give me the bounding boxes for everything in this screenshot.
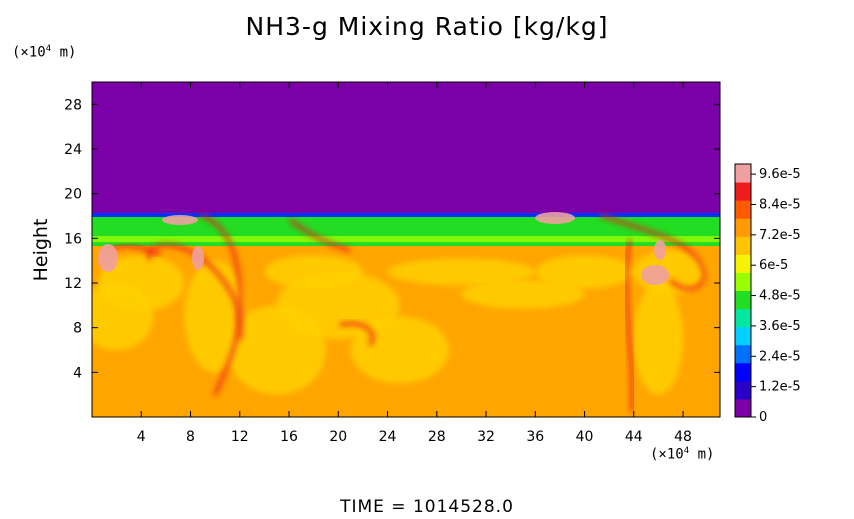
colorbar-swatch bbox=[735, 218, 751, 237]
colorbar-label: 2.4e-5 bbox=[759, 349, 801, 364]
field-blob bbox=[92, 283, 154, 350]
x-tick-label: 32 bbox=[477, 429, 495, 445]
colorbar-label: 0 bbox=[759, 410, 767, 425]
chart-title: NH3-g Mixing Ratio [kg/kg] bbox=[245, 12, 609, 41]
field-blob bbox=[264, 255, 363, 289]
colorbar-label: 8.4e-5 bbox=[759, 197, 801, 212]
field-plume bbox=[199, 213, 243, 341]
colorbar-label: 1.2e-5 bbox=[759, 380, 801, 395]
colorbar-swatch bbox=[735, 326, 751, 346]
y-tick-label: 12 bbox=[64, 276, 82, 292]
interface-line bbox=[92, 213, 720, 217]
x-tick-label: 28 bbox=[428, 429, 446, 445]
field-blob bbox=[276, 271, 400, 339]
colorbar-swatch bbox=[735, 254, 751, 273]
colorbar-swatch bbox=[735, 182, 751, 201]
field-peak bbox=[654, 240, 666, 260]
x-tick-label: 4 bbox=[137, 429, 146, 445]
colorbar-swatch bbox=[735, 272, 751, 291]
field-peak bbox=[641, 265, 669, 285]
x-axis: 4 8 12 16 20 24 28 32 36 40 44 48 bbox=[137, 82, 692, 445]
colorbar-swatch bbox=[735, 398, 751, 418]
x-tick-label: 8 bbox=[186, 429, 195, 445]
colorbar-swatch bbox=[735, 308, 751, 328]
y-tick-label: 20 bbox=[64, 187, 82, 203]
field-blob bbox=[461, 279, 585, 309]
colorbar-swatch bbox=[735, 236, 751, 255]
field-blob bbox=[387, 258, 536, 286]
upper-region bbox=[92, 82, 720, 218]
colorbar-label: 9.6e-5 bbox=[759, 167, 801, 182]
field-plume bbox=[624, 239, 635, 413]
mixing-ratio-field bbox=[92, 82, 720, 417]
y-axis-unit: (×104 m) bbox=[12, 44, 77, 61]
y-tick-label: 8 bbox=[73, 321, 82, 337]
x-tick-label: 12 bbox=[231, 429, 249, 445]
plot-frame bbox=[91, 81, 721, 418]
field-peak bbox=[162, 215, 198, 225]
x-tick-label: 36 bbox=[526, 429, 544, 445]
field-peak bbox=[192, 246, 204, 270]
colorbar-swatch bbox=[735, 344, 751, 364]
x-tick-label: 24 bbox=[379, 429, 397, 445]
colorbar: 0 1.2e-5 2.4e-5 3.6e-5 4.8e-5 6e-5 7.2e-5 8.4e-… bbox=[734, 163, 801, 425]
y-tick-label: 16 bbox=[64, 231, 82, 247]
colorbar-swatch bbox=[735, 380, 751, 400]
field-plume bbox=[146, 243, 241, 396]
x-tick-label: 44 bbox=[625, 429, 643, 445]
y-tick-label: 28 bbox=[64, 97, 82, 113]
field-blob bbox=[350, 316, 450, 384]
y-tick-label: 24 bbox=[64, 142, 82, 158]
field-blob bbox=[535, 255, 634, 289]
colorbar-swatch bbox=[735, 362, 751, 382]
field-plume bbox=[339, 321, 375, 347]
x-axis-unit: (×104 m) bbox=[650, 446, 715, 463]
x-tick-label: 48 bbox=[674, 429, 692, 445]
field-blob bbox=[633, 283, 684, 395]
colorbar-swatch bbox=[735, 200, 751, 219]
colorbar-swatch bbox=[735, 290, 751, 310]
field-peak bbox=[535, 212, 575, 224]
y-axis: 4 8 12 16 20 24 28 bbox=[64, 97, 720, 381]
x-tick-label: 16 bbox=[280, 429, 298, 445]
colorbar-label: 6e-5 bbox=[759, 258, 788, 273]
colorbar-label: 3.6e-5 bbox=[759, 319, 801, 334]
colorbar-label: 7.2e-5 bbox=[759, 228, 801, 243]
colorbar-swatch bbox=[735, 164, 751, 183]
colorbar-label: 4.8e-5 bbox=[759, 289, 801, 304]
time-label: TIME = 1014528.0 bbox=[340, 497, 514, 517]
colorbar-frame bbox=[734, 163, 752, 418]
field-plume bbox=[288, 218, 351, 252]
field-peak bbox=[98, 244, 118, 272]
y-tick-label: 4 bbox=[73, 365, 82, 381]
band-highlight bbox=[92, 236, 720, 243]
field-plume bbox=[599, 213, 708, 291]
x-tick-label: 20 bbox=[329, 429, 347, 445]
x-tick-label: 40 bbox=[576, 429, 594, 445]
